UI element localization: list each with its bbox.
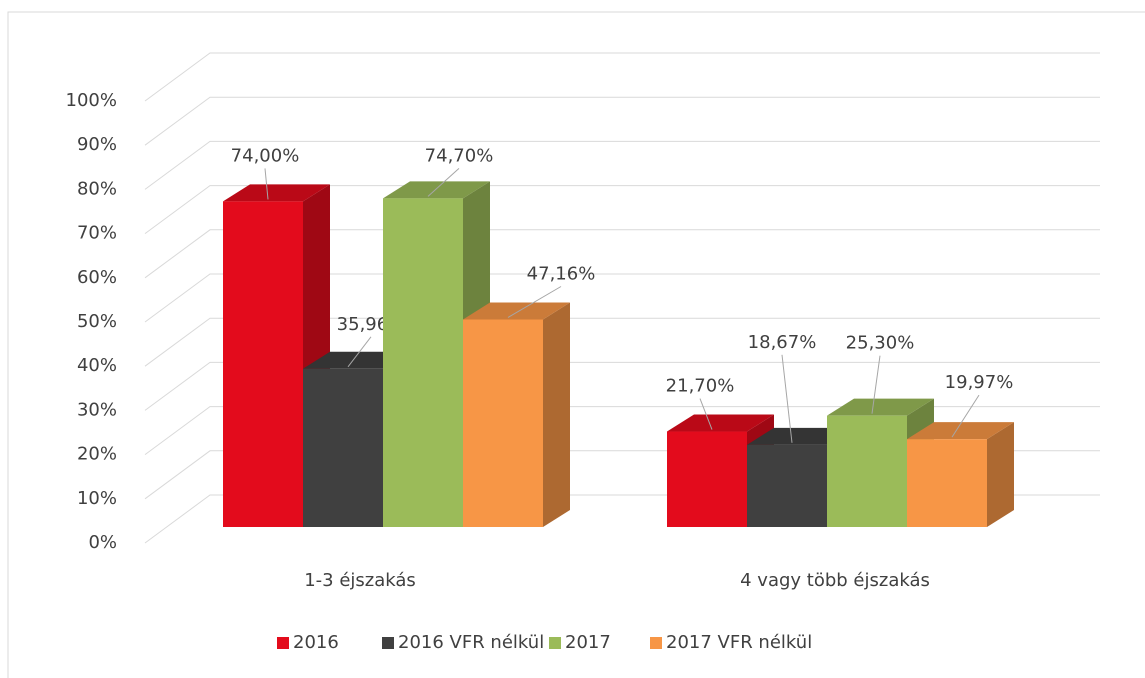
data-label: 18,67% (748, 332, 817, 353)
grid-line (144, 140, 1100, 190)
leader-line (507, 286, 562, 318)
grid-line (144, 52, 1100, 102)
data-label: 74,70% (425, 145, 494, 166)
y-tick-label: 90% (77, 134, 117, 155)
y-tick-label: 50% (77, 311, 117, 332)
y-tick-label: 60% (77, 267, 117, 288)
data-label: 74,00% (231, 145, 300, 166)
legend-label: 2016 VFR nélkül (398, 632, 544, 653)
y-tick-label: 30% (77, 399, 117, 420)
data-label: 47,16% (527, 263, 596, 284)
grid-line (144, 361, 1100, 411)
data-label: 21,70% (666, 376, 735, 397)
bar (223, 201, 303, 527)
bar (383, 198, 463, 527)
leader-line (264, 168, 269, 200)
leader-line (347, 336, 372, 368)
legend-swatch (650, 637, 662, 649)
bar (907, 439, 987, 527)
bar (747, 444, 827, 527)
legend-label: 2017 VFR nélkül (666, 632, 812, 653)
x-tick-label: 4 vagy több éjszakás (740, 570, 930, 591)
bar-side (987, 422, 1014, 527)
leader-line (427, 167, 460, 197)
bar-top (667, 414, 774, 432)
data-label: 19,97% (945, 372, 1014, 393)
bar (303, 368, 383, 527)
bar-top (463, 302, 570, 320)
legend-label: 2016 (293, 632, 339, 653)
y-tick-label: 10% (77, 488, 117, 509)
data-label: 25,30% (846, 333, 915, 354)
y-tick-label: 80% (77, 178, 117, 199)
y-tick-label: 0% (88, 532, 117, 553)
bar-top (907, 422, 1014, 440)
grid-line (144, 317, 1100, 367)
bar-top (223, 184, 330, 202)
legend-swatch (277, 637, 289, 649)
bar (667, 431, 747, 527)
leader-line (781, 354, 793, 443)
bar (463, 319, 543, 527)
y-tick-label: 40% (77, 355, 117, 376)
leader-line (699, 398, 713, 430)
chart-frame (7, 11, 1145, 678)
grid-line (144, 406, 1100, 456)
legend-swatch (382, 637, 394, 649)
grid-line (144, 96, 1100, 146)
leader-line (871, 355, 881, 414)
y-tick-label: 100% (66, 90, 117, 111)
grid-line (144, 273, 1100, 323)
legend-swatch (549, 637, 561, 649)
bar-top (827, 398, 934, 416)
legend-label: 2017 (565, 632, 611, 653)
grid-line (144, 229, 1100, 279)
grid-line (144, 185, 1100, 235)
y-tick-label: 20% (77, 444, 117, 465)
bar-top (383, 181, 490, 199)
x-tick-label: 1-3 éjszakás (304, 570, 416, 591)
y-tick-label: 70% (77, 223, 117, 244)
bar (827, 415, 907, 527)
bar-side (543, 302, 570, 527)
leader-line (951, 394, 980, 438)
